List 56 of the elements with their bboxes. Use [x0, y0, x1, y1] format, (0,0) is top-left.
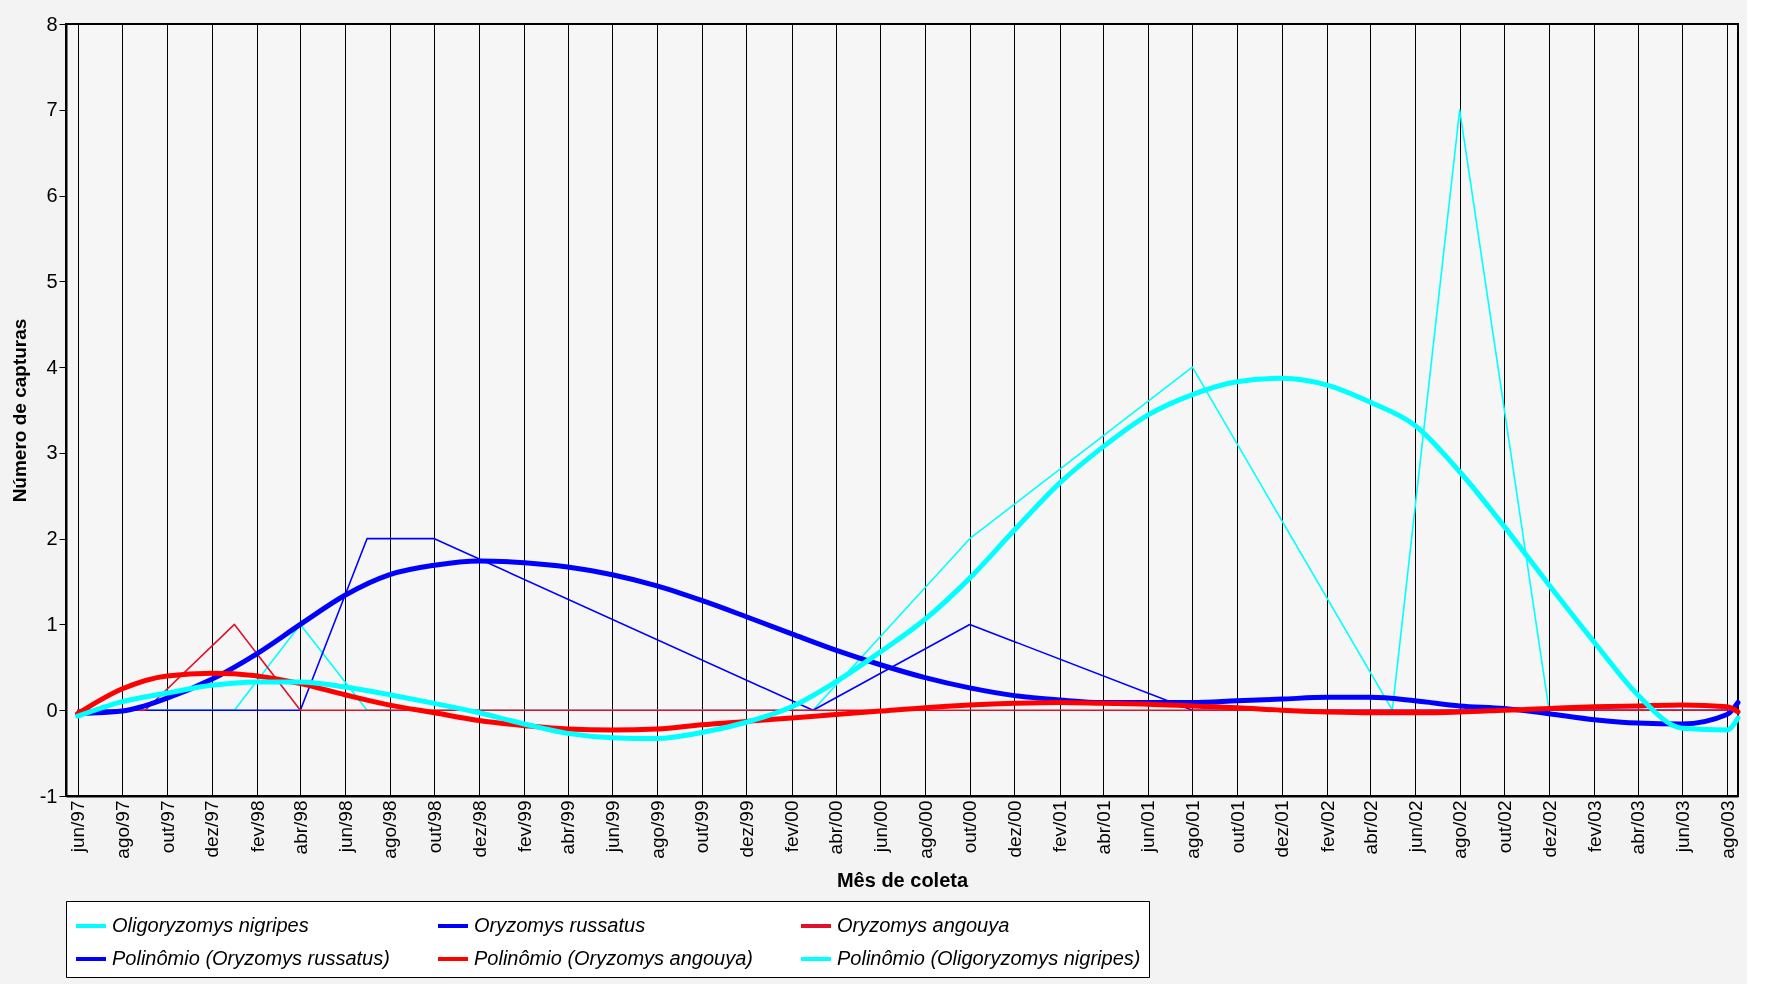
x-tick-label: jun/03	[1671, 800, 1693, 854]
x-tick-label: dez/99	[735, 800, 757, 858]
x-tick-label: out/99	[691, 800, 713, 854]
x-tick-label: dez/01	[1271, 800, 1293, 858]
x-tick-label: out/01	[1226, 800, 1248, 854]
x-tick-label: dez/02	[1538, 800, 1560, 858]
x-tick-label: abr/03	[1627, 800, 1649, 855]
y-tick-label: -1	[39, 784, 58, 807]
x-tick-label: ago/03	[1716, 800, 1738, 859]
x-tick-label: jun/01	[1137, 800, 1159, 854]
legend-label: Oryzomys angouya	[837, 914, 1010, 936]
x-tick-label: abr/99	[557, 800, 579, 855]
x-tick-label: abr/02	[1359, 800, 1381, 855]
y-tick-label: 1	[46, 612, 58, 635]
x-tick-label: out/02	[1493, 800, 1515, 854]
x-tick-label: dez/97	[201, 800, 223, 858]
x-tick-label: ago/99	[646, 800, 668, 859]
x-tick-label: fev/98	[246, 800, 268, 853]
x-tick-label: jun/99	[601, 800, 623, 854]
x-tick-label: ago/01	[1181, 800, 1203, 859]
y-tick-label: 7	[46, 98, 58, 121]
x-tick-label: out/00	[959, 800, 981, 854]
x-tick-label: abr/98	[289, 800, 311, 855]
x-tick-label: ago/97	[111, 800, 133, 859]
x-tick-label: fev/99	[513, 800, 535, 853]
x-tick-label: ago/00	[914, 800, 936, 859]
x-tick-label: jun/00	[869, 800, 891, 854]
legend-label: Polinômio (Oligoryzomys nigripes)	[837, 947, 1141, 969]
y-tick-label: 5	[46, 269, 58, 292]
legend-label: Polinômio (Oryzomys russatus)	[112, 947, 390, 969]
legend-label: Oryzomys russatus	[474, 914, 646, 936]
x-axis-title: Mês de coleta	[836, 868, 969, 891]
x-tick-label: jun/02	[1404, 800, 1426, 854]
y-tick-label: 6	[46, 184, 58, 207]
x-tick-label: fev/00	[781, 800, 803, 853]
y-tick-label: 0	[46, 698, 58, 721]
x-tick-label: fev/02	[1316, 800, 1338, 853]
x-tick-label: jun/97	[67, 800, 89, 854]
x-tick-label: jun/98	[334, 800, 356, 854]
x-tick-label: dez/00	[1003, 800, 1025, 858]
x-tick-label: fev/01	[1049, 800, 1071, 853]
legend-label: Oligoryzomys nigripes	[112, 914, 309, 936]
x-tick-label: out/97	[156, 800, 178, 854]
x-tick-label: dez/98	[468, 800, 490, 858]
x-tick-label: abr/01	[1092, 800, 1114, 855]
y-axis-title: Número de capturas	[8, 318, 30, 503]
x-tick-label: ago/98	[379, 800, 401, 859]
x-tick-label: abr/00	[825, 800, 847, 855]
x-tick-label: out/98	[423, 800, 445, 854]
y-tick-label: 4	[46, 355, 58, 378]
legend-label: Polinômio (Oryzomys angouya)	[474, 947, 753, 969]
y-tick-label: 8	[46, 12, 58, 35]
y-tick-label: 3	[46, 441, 58, 464]
x-tick-label: ago/02	[1449, 800, 1471, 859]
x-tick-label: fev/03	[1583, 800, 1605, 853]
y-tick-label: 2	[46, 527, 58, 550]
